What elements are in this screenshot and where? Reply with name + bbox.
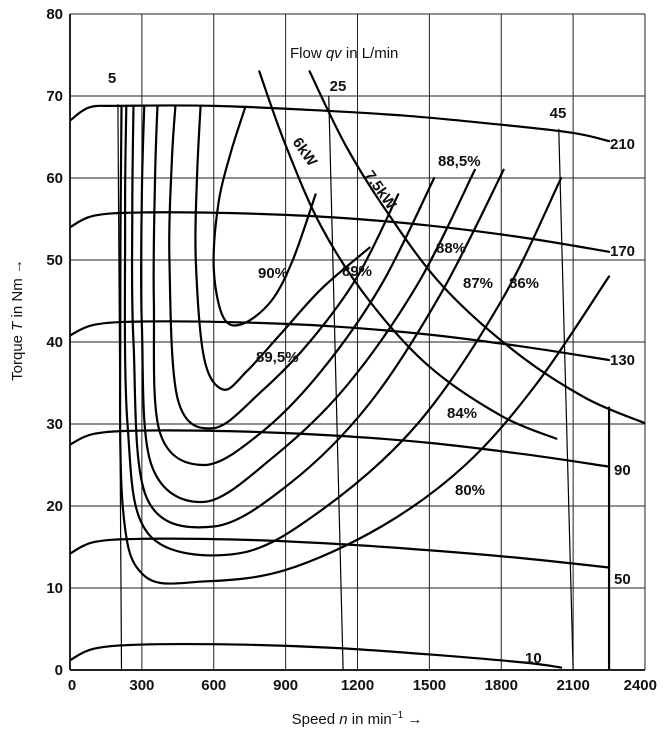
x-tick-label: 600 — [201, 677, 226, 694]
y-tick-label: 0 — [55, 662, 63, 679]
efficiency-contour-80 — [118, 104, 611, 585]
label-e90: 90% — [258, 265, 288, 282]
label-e80: 80% — [455, 482, 485, 499]
pressure-curve-210 — [70, 104, 611, 143]
efficiency-contour-89 — [168, 104, 400, 430]
power-curve-6kW — [258, 70, 558, 440]
curves — [70, 70, 645, 670]
flow-title: Flow qv in L/min — [290, 45, 398, 62]
x-tick-label: 900 — [273, 677, 298, 694]
label-flow-45: 45 — [550, 105, 567, 122]
tick-labels: 0 300 600 900 1200 1500 1800 2100 2400 0 10 20 30 40 5… — [46, 6, 657, 694]
efficiency-contour-88 — [152, 104, 436, 467]
y-tick-label: 30 — [46, 416, 63, 433]
pressure-curve-130 — [70, 320, 611, 362]
y-tick-label: 80 — [46, 6, 63, 23]
label-e87: 87% — [463, 275, 493, 292]
pressure-curve-10 — [70, 643, 563, 669]
x-tick-label: 2400 — [624, 677, 657, 694]
x-tick-label: 1800 — [485, 677, 518, 694]
y-tick-label: 20 — [46, 498, 63, 515]
label-p170: 170 — [610, 243, 635, 260]
efficiency-contour-90 — [212, 107, 317, 327]
curve-labels: 5 25452101701309050106kW7,5kW90%89,5%89%8… — [108, 70, 635, 667]
label-e89: 89% — [342, 263, 372, 280]
flow-line-25 — [328, 95, 344, 670]
label-e88: 88% — [436, 240, 466, 257]
pressure-curve-170 — [70, 211, 611, 253]
label-p10: 10 — [525, 650, 542, 667]
label-flow-25: 25 — [330, 78, 347, 95]
efficiency-contour-86 — [130, 104, 505, 529]
power-curve-7-5kW — [308, 70, 645, 425]
y-tick-label: 70 — [46, 88, 63, 105]
efficiency-contour-87 — [139, 104, 476, 504]
efficiency-contour-89-5 — [194, 104, 371, 391]
x-tick-label: 2100 — [556, 677, 589, 694]
label-e885: 88,5% — [438, 153, 481, 170]
label-kw75: 7,5kW — [361, 168, 400, 214]
y-tick-label: 10 — [46, 580, 63, 597]
y-tick-label: 60 — [46, 170, 63, 187]
x-tick-label: 300 — [129, 677, 154, 694]
x-axis-title: Speed n in min−1 → — [292, 710, 423, 728]
label-p130: 130 — [610, 352, 635, 369]
flow-line-45 — [558, 128, 574, 670]
grid — [69, 13, 646, 671]
label-e84: 84% — [447, 405, 477, 422]
y-tick-label: 50 — [46, 252, 63, 269]
label-p210: 210 — [610, 136, 635, 153]
label-e86: 86% — [509, 275, 539, 292]
y-axis-title: Torque T in Nm → — [9, 259, 26, 381]
y-tick-label: 40 — [46, 334, 63, 351]
x-tick-label: 1500 — [413, 677, 446, 694]
x-tick-label: 1200 — [341, 677, 374, 694]
label-p50: 50 — [614, 571, 631, 588]
efficiency-contour-84 — [123, 104, 563, 557]
label-p90: 90 — [614, 462, 631, 479]
label-e895: 89,5% — [256, 349, 299, 366]
x-tick-label: 0 — [68, 677, 76, 694]
pressure-curve-90 — [70, 429, 611, 468]
label-flow-5: 5 — [108, 70, 116, 87]
pressure-curve-50 — [70, 537, 611, 569]
